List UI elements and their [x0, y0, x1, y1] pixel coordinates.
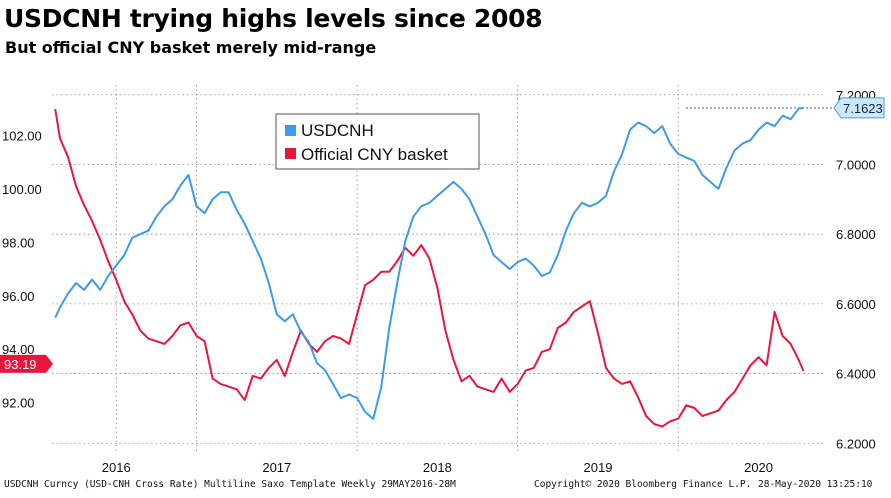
left-tick-label: 94.00: [2, 342, 35, 357]
usdcnh-current-tag: [833, 97, 885, 119]
series-lines: [54, 106, 805, 428]
left-tick-label: 98.00: [2, 235, 35, 250]
legend-box: [275, 113, 480, 170]
x-tick-label: 2017: [262, 460, 291, 475]
footer-copyright: Copyright© 2020 Bloomberg Finance L.P.: [534, 479, 752, 490]
right-tick-label: 7.0000: [836, 157, 876, 172]
usdcnh-current-value: 7.1623: [843, 101, 883, 116]
legend-label-usdcnh: USDCNH: [301, 121, 374, 140]
legend-swatch-usdcnh: [285, 125, 296, 136]
footer-source: USDCNH Curncy (USD-CNH Cross Rate) Multi…: [4, 479, 456, 490]
x-tick-label: 2020: [744, 460, 773, 475]
basket-current-value: 93.19: [4, 357, 37, 372]
chart-title: USDCNH trying highs levels since 2008: [4, 4, 543, 33]
chart-subtitle: But official CNY basket merely mid-range: [5, 38, 377, 57]
footer-timestamp: 28-May-2020 13:25:10: [758, 479, 873, 490]
x-tick-label: 2019: [584, 460, 613, 475]
right-tick-label: 6.8000: [836, 227, 876, 242]
axis-marks: 92.00 94.00 96.00 98.00 100.00 102.00 6.2000 6.…: [0, 88, 885, 475]
series-line-basket: [54, 108, 805, 428]
series-line-usdcnh: [54, 106, 804, 420]
right-tick-label: 6.2000: [836, 436, 876, 451]
legend-swatch-basket: [285, 148, 296, 159]
right-tick-label: 6.6000: [836, 297, 876, 312]
x-tick-label: 2018: [423, 460, 452, 475]
left-tick-label: 96.00: [2, 289, 35, 304]
legend-label-basket: Official CNY basket: [301, 145, 448, 164]
left-tick-label: 92.00: [2, 396, 35, 411]
right-tick-label: 6.4000: [836, 367, 876, 382]
left-tick-label: 100.00: [2, 182, 42, 197]
legend: USDCNH Official CNY basket: [275, 113, 480, 170]
left-tick-label: 102.00: [2, 129, 42, 144]
x-tick-label: 2016: [102, 460, 131, 475]
basket-current-tag: [0, 354, 53, 373]
